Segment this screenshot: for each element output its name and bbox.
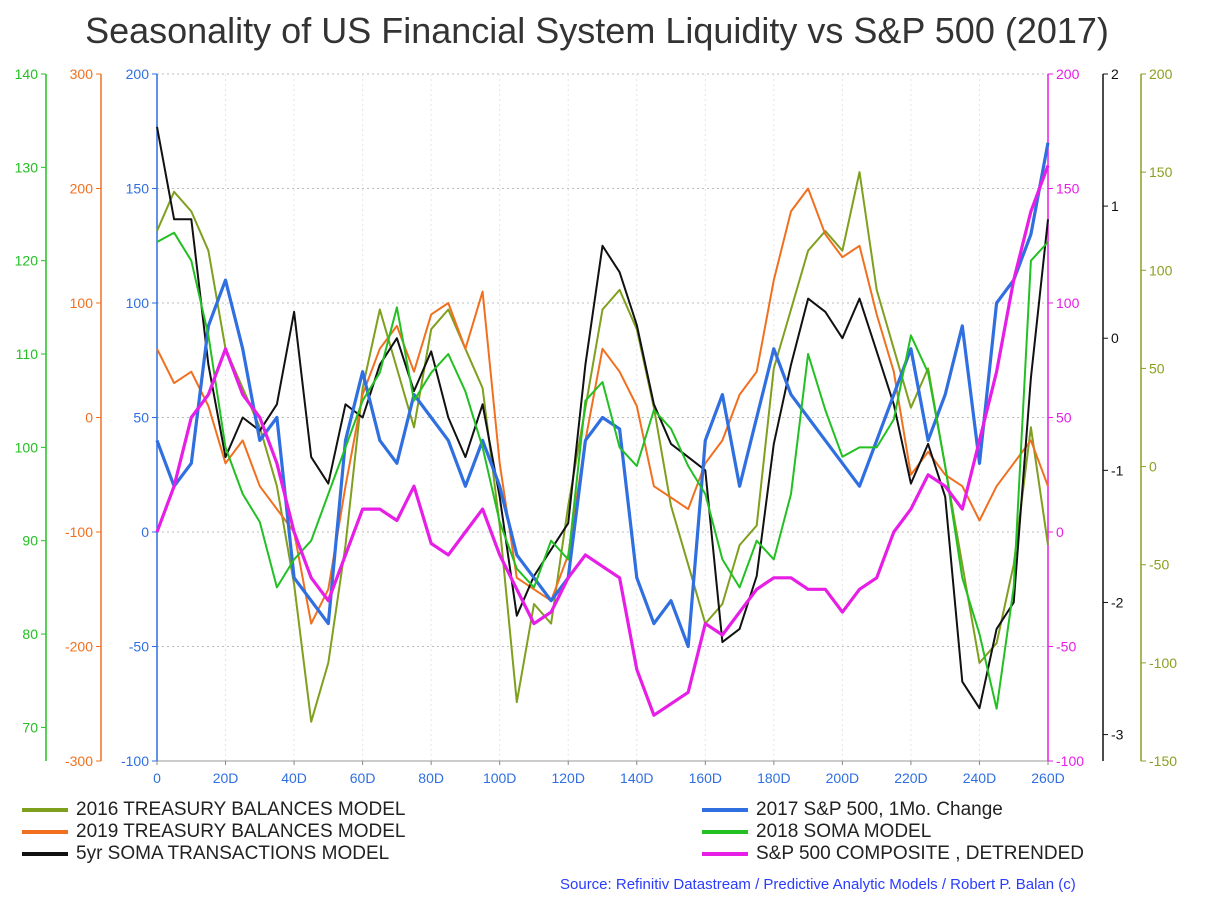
y-tick-label: 140 xyxy=(15,66,39,82)
legend-item: 2016 TREASURY BALANCES MODEL xyxy=(22,799,405,821)
x-tick-label: 220D xyxy=(894,770,927,786)
chart-title: Seasonality of US Financial System Liqui… xyxy=(85,10,1109,51)
y-tick-label: 100 xyxy=(15,439,39,455)
y-tick-label: 100 xyxy=(1149,262,1173,278)
series-line xyxy=(156,126,1049,710)
y-tick-label: 100 xyxy=(1056,295,1080,311)
y-tick-label: 200 xyxy=(1149,66,1173,82)
legend-item: S&P 500 COMPOSITE , DETRENDED xyxy=(702,843,1084,865)
legend-item: 2017 S&P 500, 1Mo. Change xyxy=(702,799,1084,821)
series-line xyxy=(156,171,1049,723)
legend-swatch xyxy=(702,851,748,856)
x-tick-label: 160D xyxy=(689,770,722,786)
y-tick-label: 200 xyxy=(70,181,94,197)
y-tick-label: 80 xyxy=(22,626,38,642)
legend-label: 5yr SOMA TRANSACTIONS MODEL xyxy=(76,843,390,864)
y-tick-label: 0 xyxy=(1111,330,1119,346)
series-line xyxy=(155,142,1050,649)
y-tick-label: -100 xyxy=(1056,753,1084,769)
y-tick-label: 0 xyxy=(141,524,149,540)
y-tick-label: -200 xyxy=(65,639,93,655)
y-tick-label: 0 xyxy=(1149,459,1157,475)
y-tick-label: 200 xyxy=(126,66,150,82)
x-tick-label: 0 xyxy=(153,770,161,786)
y-tick-label: 90 xyxy=(22,533,38,549)
y-tick-label: -100 xyxy=(65,524,93,540)
y-tick-label: 50 xyxy=(1149,360,1165,376)
y-tick-label: 300 xyxy=(70,66,94,82)
legend-label: 2016 TREASURY BALANCES MODEL xyxy=(76,799,406,820)
y-tick-label: 150 xyxy=(126,181,150,197)
y-tick-label: -1 xyxy=(1111,462,1124,478)
x-tick-label: 40D xyxy=(281,770,307,786)
legend-swatch xyxy=(22,807,68,812)
y-tick-label: 0 xyxy=(1056,524,1064,540)
y-tick-label: 130 xyxy=(15,159,39,175)
legend-item: 2019 TREASURY BALANCES MODEL xyxy=(22,821,405,843)
x-tick-label: 180D xyxy=(757,770,790,786)
legend-label: S&P 500 COMPOSITE , DETRENDED xyxy=(756,843,1085,864)
x-tick-label: 240D xyxy=(963,770,996,786)
y-tick-label: -50 xyxy=(1056,639,1076,655)
legend-item: 2018 SOMA MODEL xyxy=(702,821,1084,843)
x-tick-label: 20D xyxy=(213,770,239,786)
y-tick-label: -150 xyxy=(1149,753,1177,769)
x-tick-label: 260D xyxy=(1031,770,1064,786)
y-tick-label: -300 xyxy=(65,753,93,769)
y-tick-label: -2 xyxy=(1111,594,1124,610)
y-tick-label: 100 xyxy=(70,295,94,311)
y-tick-label: 70 xyxy=(22,719,38,735)
y-tick-label: 110 xyxy=(16,346,39,362)
x-tick-label: 80D xyxy=(418,770,444,786)
y-tick-label: -50 xyxy=(1149,557,1169,573)
y-tick-label: -100 xyxy=(121,753,149,769)
y-tick-label: -100 xyxy=(1149,655,1177,671)
x-tick-label: 120D xyxy=(551,770,584,786)
y-tick-label: 120 xyxy=(15,253,39,269)
y-tick-label: 150 xyxy=(1149,164,1173,180)
y-tick-label: 200 xyxy=(1056,66,1080,82)
y-tick-label: 50 xyxy=(133,410,149,426)
y-tick-label: -3 xyxy=(1111,727,1124,743)
y-tick-label: -50 xyxy=(129,639,149,655)
legend-swatch xyxy=(22,829,68,834)
series-line xyxy=(155,165,1050,717)
legend-label: 2017 S&P 500, 1Mo. Change xyxy=(756,799,1003,820)
legend-right: 2017 S&P 500, 1Mo. Change 2018 SOMA MODE… xyxy=(702,799,1084,865)
legend-item: 5yr SOMA TRANSACTIONS MODEL xyxy=(22,843,405,865)
legend-swatch xyxy=(702,829,748,834)
y-tick-label: 2 xyxy=(1111,66,1119,82)
legend-swatch xyxy=(22,851,68,856)
x-tick-label: 140D xyxy=(620,770,653,786)
legend-label: 2019 TREASURY BALANCES MODEL xyxy=(76,821,406,842)
series-line xyxy=(156,231,1049,710)
x-tick-label: 100D xyxy=(483,770,516,786)
y-tick-label: 100 xyxy=(126,295,150,311)
source-note: Source: Refinitiv Datastream / Predictiv… xyxy=(560,876,1076,893)
y-tick-label: 150 xyxy=(1056,181,1080,197)
x-tick-label: 60D xyxy=(350,770,376,786)
x-tick-label: 200D xyxy=(826,770,859,786)
legend-label: 2018 SOMA MODEL xyxy=(756,821,932,842)
legend-swatch xyxy=(702,807,748,812)
y-tick-label: 0 xyxy=(85,410,93,426)
y-tick-label: 50 xyxy=(1056,410,1072,426)
legend-left: 2016 TREASURY BALANCES MODEL 2019 TREASU… xyxy=(22,799,405,865)
y-tick-label: 1 xyxy=(1111,198,1119,214)
